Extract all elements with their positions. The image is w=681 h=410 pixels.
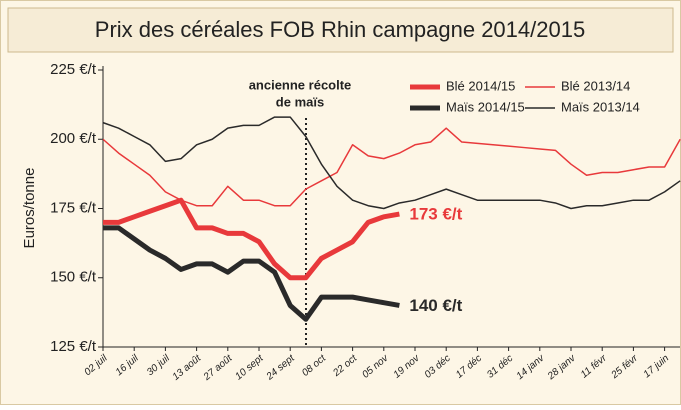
y-tick-label: 200 €/t: [50, 130, 97, 147]
y-tick-label: 175 €/t: [50, 199, 97, 216]
series-line: [103, 225, 400, 322]
legend-label: Blé 2013/14: [561, 78, 630, 93]
series-line: [102, 116, 681, 210]
legend-label: Maïs 2013/14: [561, 99, 640, 114]
y-tick-label: 125 €/t: [50, 338, 97, 355]
chart-title: Prix des céréales FOB Rhin campagne 2014…: [95, 17, 585, 42]
legend-label: Blé 2014/15: [446, 78, 515, 93]
annotation: ancienne récolte: [249, 77, 352, 92]
legend-label: Maïs 2014/15: [446, 99, 525, 114]
title-band: [7, 7, 674, 53]
y-axis-label: Euros/tonne: [21, 168, 38, 249]
y-tick-label: 225 €/t: [50, 61, 97, 78]
end-label: 173 €/t: [409, 205, 462, 224]
end-label: 140 €/t: [409, 296, 462, 315]
series-line: [103, 197, 400, 281]
annotation: de maïs: [276, 94, 324, 109]
series-line: [102, 127, 681, 207]
y-tick-label: 150 €/t: [50, 269, 97, 286]
